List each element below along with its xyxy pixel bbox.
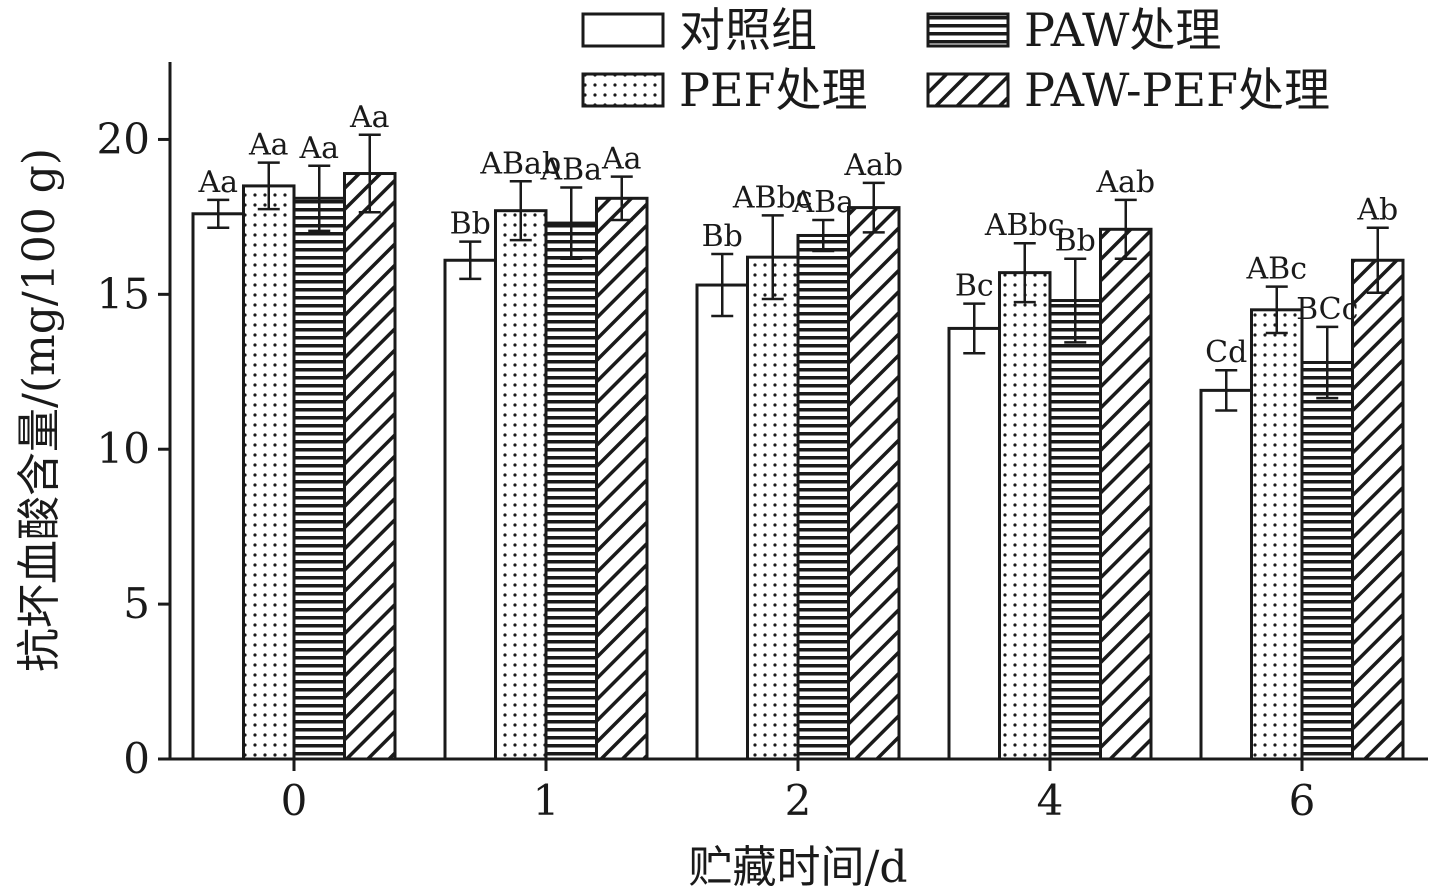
bar: [947, 326, 1001, 761]
bar: [1351, 258, 1405, 761]
significance-label: Aa: [197, 165, 238, 200]
bar: [1300, 360, 1354, 761]
legend-item: PEF处理: [581, 63, 867, 117]
error-bar: [509, 180, 532, 242]
legend: 对照组 PEF处理 PAW处理 PAW-PEF处理: [581, 3, 1330, 117]
y-axis-title: 抗坏血酸含量/(mg/100 g): [14, 148, 65, 672]
error-bar: [1013, 241, 1036, 304]
significance-label: BCc: [1296, 292, 1358, 327]
x-tick-label: 1: [533, 776, 560, 825]
significance-label: Bb: [702, 219, 743, 254]
legend-label: PEF处理: [679, 63, 867, 117]
error-bar: [560, 186, 583, 260]
y-tick-label: 10: [97, 424, 150, 473]
bar: [847, 206, 901, 761]
bar: [595, 196, 649, 761]
significance-label: Bc: [955, 269, 994, 304]
bar: [494, 209, 548, 761]
significance-label: Aab: [1095, 165, 1155, 200]
error-bar: [610, 175, 633, 222]
significance-label: Bb: [1055, 224, 1096, 259]
significance-label: Aa: [349, 100, 390, 135]
x-tick-label: 0: [281, 776, 308, 825]
significance-label: Aa: [248, 128, 289, 163]
error-bar: [1114, 198, 1137, 260]
significance-label: ABc: [1245, 252, 1307, 287]
bar: [242, 184, 296, 761]
bar: [1199, 388, 1253, 761]
bar: [998, 271, 1052, 761]
legend-swatch: [581, 72, 665, 108]
y-tick-label: 15: [97, 269, 150, 318]
bar: [544, 221, 598, 761]
error-bar: [207, 198, 230, 229]
error-bar: [257, 161, 280, 211]
legend-label: PAW处理: [1024, 3, 1221, 57]
significance-label: Ab: [1356, 193, 1398, 228]
error-bar: [963, 302, 986, 355]
error-bar: [812, 218, 835, 253]
legend-swatch: [581, 12, 665, 48]
significance-label: Aab: [843, 148, 903, 183]
x-axis-title: 贮藏时间/d: [689, 842, 908, 892]
legend-item: 对照组: [581, 3, 817, 57]
bars: [191, 172, 1405, 761]
error-bars: [207, 133, 1389, 412]
error-bar: [761, 214, 784, 301]
bar: [695, 283, 749, 761]
error-bar: [358, 133, 381, 214]
error-bar: [459, 240, 482, 281]
error-bar: [1265, 285, 1288, 335]
bar: [343, 172, 397, 761]
bar: [1048, 299, 1102, 761]
error-bar: [711, 252, 734, 318]
legend-item: PAW处理: [926, 3, 1221, 57]
y-tick-label: 0: [123, 734, 150, 783]
y-ticks: 0 5 10 15 20: [97, 114, 170, 783]
significance-label: Cd: [1205, 335, 1247, 370]
error-bar: [1366, 226, 1389, 295]
y-tick-label: 20: [97, 114, 150, 163]
significance-label: ABa: [791, 185, 854, 220]
error-bar: [308, 164, 331, 233]
bar: [1250, 308, 1304, 761]
legend-swatch: [926, 12, 1010, 48]
error-bar: [862, 181, 885, 234]
error-bar: [1215, 368, 1238, 412]
significance-label: Aa: [601, 142, 642, 177]
significance-label: ABab: [479, 146, 561, 181]
significance-label: Bb: [450, 207, 491, 242]
bar: [1099, 227, 1153, 761]
significance-label: ABbc: [984, 208, 1065, 243]
bar: [746, 255, 800, 761]
error-bar: [1064, 257, 1087, 344]
x-tick-label: 4: [1037, 776, 1064, 825]
error-bar: [1316, 325, 1339, 400]
legend-swatch: [926, 72, 1010, 108]
x-tick-label: 6: [1289, 776, 1316, 825]
legend-item: PAW-PEF处理: [926, 63, 1330, 117]
bar: [443, 258, 497, 761]
bar: [191, 212, 245, 761]
x-tick-label: 2: [785, 776, 812, 825]
y-tick-label: 5: [123, 579, 150, 628]
legend-label: 对照组: [679, 3, 817, 57]
significance-label: ABbc: [732, 180, 813, 215]
legend-label: PAW-PEF处理: [1024, 63, 1330, 117]
bar: [292, 196, 346, 761]
significance-label: Aa: [298, 131, 339, 166]
significance-label: ABa: [539, 152, 602, 187]
x-ticks: 0 1 2 4 6: [281, 759, 1316, 825]
bar: [796, 233, 850, 761]
